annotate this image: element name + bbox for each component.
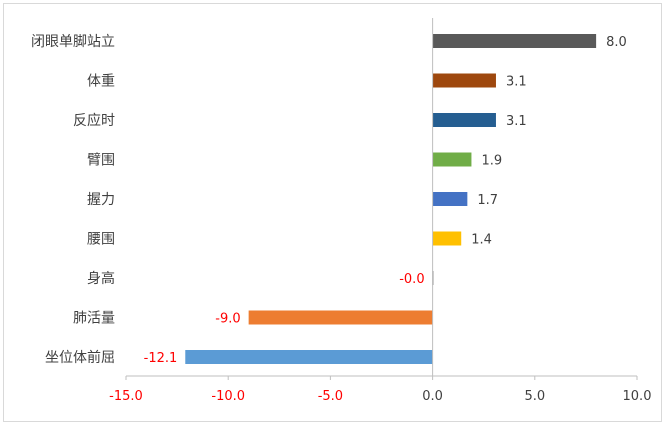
category-label-5: 腰围 <box>87 232 115 248</box>
category-label-8: 坐位体前屈 <box>45 349 115 366</box>
bar-0 <box>432 34 597 48</box>
data-label-6: -0.0 <box>399 272 424 287</box>
x-tick-label-0: -15.0 <box>109 389 143 404</box>
category-label-1: 体重 <box>87 74 115 90</box>
data-label-3: 1.9 <box>481 154 502 169</box>
data-label-7: -9.0 <box>215 312 240 327</box>
category-label-0: 闭眼单脚站立 <box>31 34 115 50</box>
category-label-4: 握力 <box>87 192 115 208</box>
category-label-6: 身高 <box>87 270 115 287</box>
bar-5 <box>432 231 462 246</box>
bar-8 <box>185 350 433 364</box>
category-label-2: 反应时 <box>73 112 115 129</box>
bar-7 <box>248 310 433 325</box>
bar-1 <box>432 73 496 88</box>
data-label-8: -12.1 <box>144 351 178 366</box>
x-tick-label-4: 5.0 <box>524 389 545 404</box>
data-label-4: 1.7 <box>477 193 498 208</box>
category-label-7: 肺活量 <box>73 311 115 327</box>
x-tick-label-2: -5.0 <box>318 389 343 404</box>
bar-2 <box>432 113 496 127</box>
x-tick-label-1: -10.0 <box>211 389 245 404</box>
data-label-5: 1.4 <box>471 233 492 248</box>
bar-4 <box>432 192 468 206</box>
x-tick-label-5: 10.0 <box>623 389 652 404</box>
category-label-3: 臂围 <box>87 153 115 169</box>
x-tick-label-3: 0.0 <box>422 389 443 404</box>
data-label-2: 3.1 <box>506 114 527 129</box>
data-label-1: 3.1 <box>506 75 527 90</box>
data-label-0: 8.0 <box>606 35 627 50</box>
bar-3 <box>432 152 472 167</box>
